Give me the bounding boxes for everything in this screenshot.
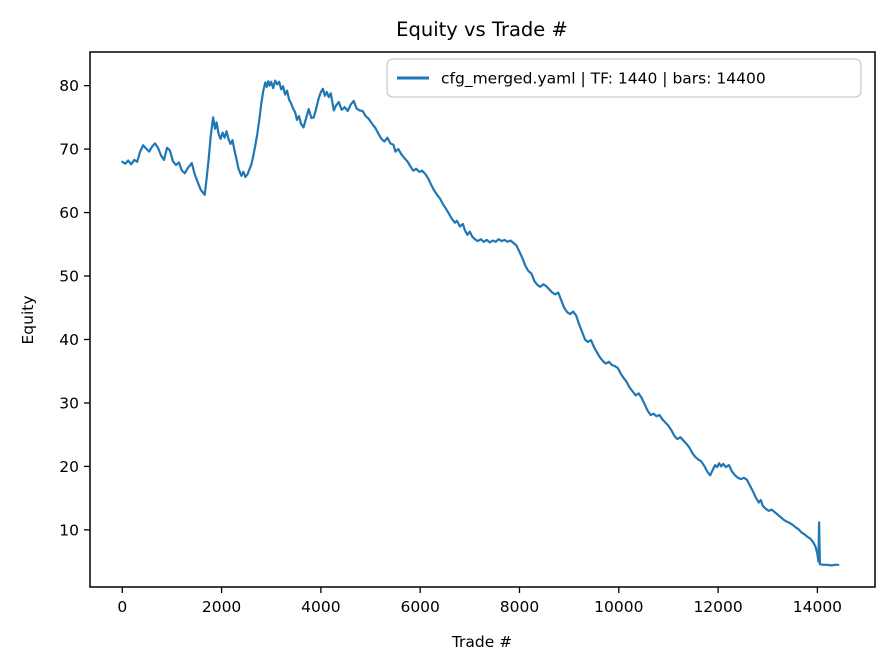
legend-box xyxy=(386,58,862,98)
legend: cfg_merged.yaml | TF: 1440 | bars: 14400 xyxy=(386,58,862,98)
x-tick-label: 14000 xyxy=(793,598,842,616)
x-tick-label: 2000 xyxy=(202,598,241,616)
equity-line xyxy=(121,79,840,567)
x-tick-label: 12000 xyxy=(693,598,742,616)
x-tick-label: 8000 xyxy=(500,598,539,616)
y-tick-label: 50 xyxy=(59,268,79,286)
y-tick-label: 10 xyxy=(59,521,79,539)
y-tick-label: 30 xyxy=(59,394,79,412)
x-axis-label: Trade # xyxy=(451,633,512,651)
chart-title: Equity vs Trade # xyxy=(396,18,568,41)
axes-frame xyxy=(89,51,876,588)
axes-area: 0 2000 4000 6000 8000 10000 12000 14000 10 20 30 40… xyxy=(59,51,876,616)
y-axis-label: Equity xyxy=(19,295,37,344)
x-tick-label: 10000 xyxy=(594,598,643,616)
x-tick-label: 0 xyxy=(117,598,127,616)
x-tick-label: 4000 xyxy=(301,598,340,616)
y-tick-label: 60 xyxy=(59,204,79,222)
legend-label: cfg_merged.yaml | TF: 1440 | bars: 14400 xyxy=(441,70,766,89)
y-tick-label: 80 xyxy=(59,77,79,95)
y-tick-label: 20 xyxy=(59,458,79,476)
y-tick-label: 70 xyxy=(59,141,79,159)
y-tick-label: 40 xyxy=(59,331,79,349)
x-tick-label: 6000 xyxy=(400,598,439,616)
